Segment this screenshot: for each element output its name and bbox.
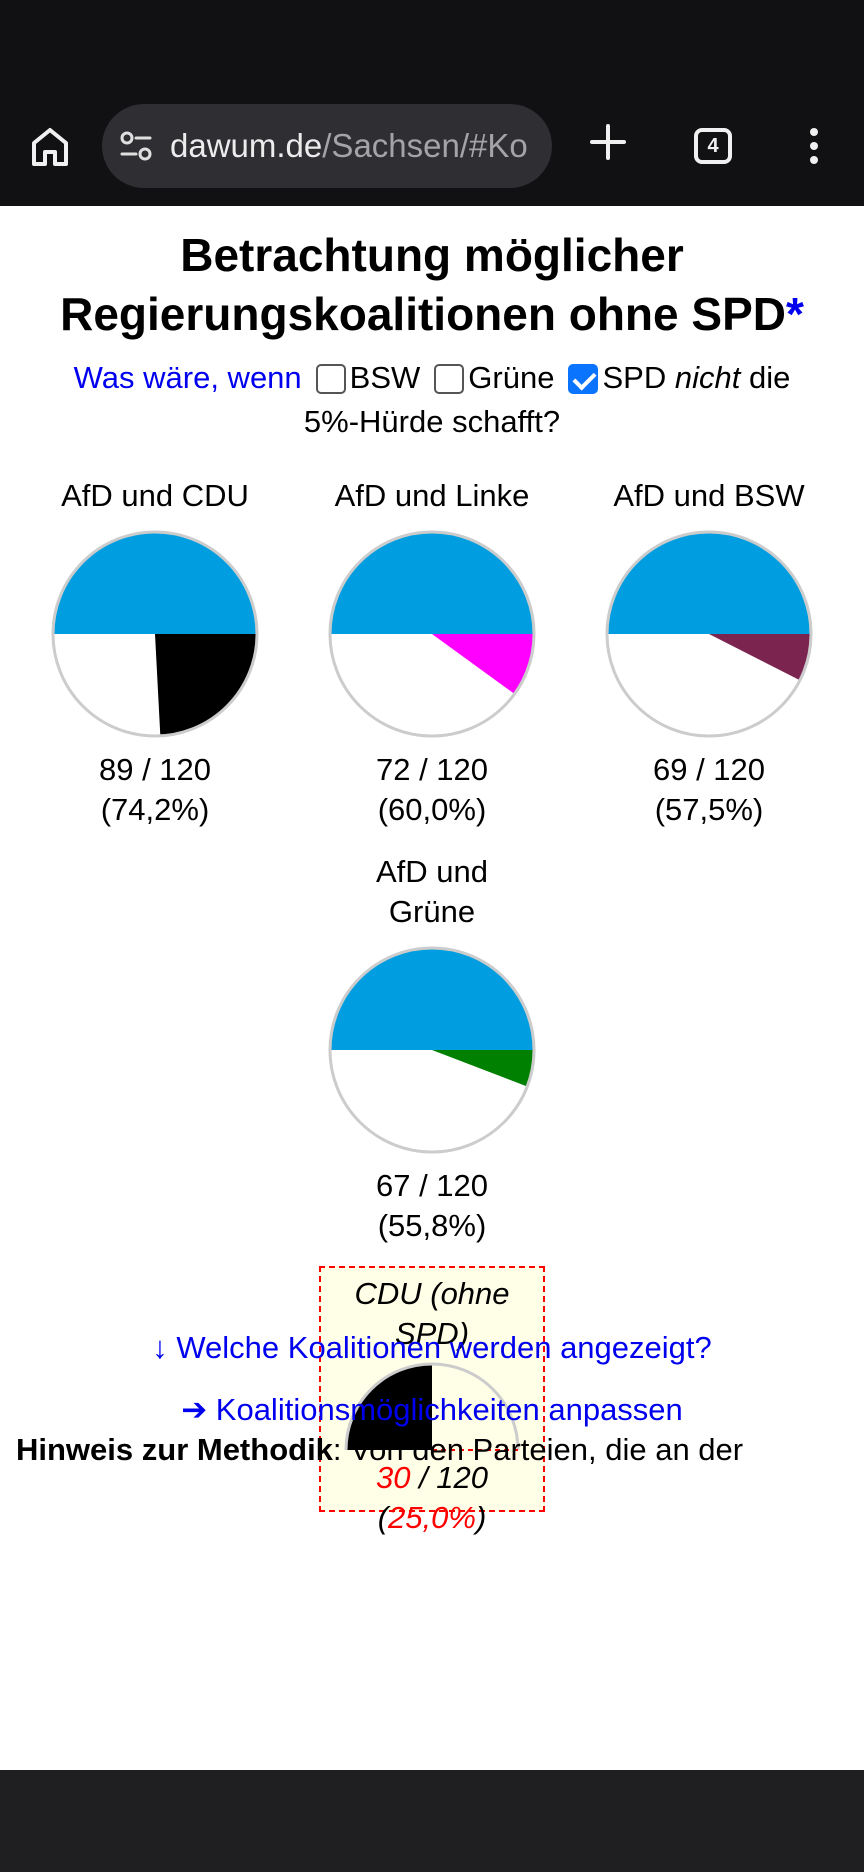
system-navigation-bar <box>0 1770 864 1872</box>
which-coalitions-link[interactable]: ↓ Welche Koalitionen werden angezeigt? <box>152 1330 712 1365</box>
checkbox-bsw-label[interactable]: BSW <box>349 360 421 395</box>
url-path: /Sachsen/#Ko <box>322 127 528 164</box>
adjust-coalitions-link[interactable]: ➔ Koalitionsmöglichkeiten anpassen <box>181 1392 683 1427</box>
pie-outline <box>328 530 536 738</box>
url-host: dawum.de <box>170 127 323 164</box>
coalition-seats: 69 / 120 <box>652 752 766 787</box>
coalition-title-line-1: AfD und <box>375 854 488 889</box>
coalition-title: AfD und BSW <box>613 478 805 513</box>
page-title: Betrachtung möglicher Regierungskoalitio… <box>0 226 864 344</box>
coalition-pie-chart <box>328 946 536 1154</box>
coalition-title-line-2: Grüne <box>388 894 476 929</box>
half-pie-outline <box>344 1362 520 1451</box>
title-line-1: Betrachtung möglicher <box>180 229 684 281</box>
url-text[interactable]: dawum.de/Sachsen/#Ko <box>170 124 542 168</box>
address-bar[interactable]: dawum.de/Sachsen/#Ko <box>102 104 552 188</box>
coalition-percent: (55,8%) <box>377 1208 487 1243</box>
minority-title: CDU (ohne SPD) <box>321 1274 543 1354</box>
pie-slice-cdu <box>155 634 257 736</box>
coalition-percent: (57,5%) <box>654 792 764 827</box>
coalition-afd-linke: AfD und Linke 72 / 120 (60,0%) <box>312 476 552 830</box>
coalition-title: AfD und Grüne <box>312 852 552 932</box>
pie-slice-afd <box>330 948 534 1050</box>
minority-percent: 25,0% <box>388 1500 476 1535</box>
coalition-seat-count: 67 / 120 (55,8%) <box>312 1166 552 1246</box>
coalition-pie-chart <box>328 530 536 738</box>
minority-title-line-1: CDU (ohne <box>354 1276 510 1311</box>
coalition-seats: 89 / 120 <box>98 752 212 787</box>
pie-slice-linke <box>432 634 534 694</box>
emphasis-nicht: nicht <box>674 360 741 395</box>
minority-half-pie-chart <box>344 1362 520 1451</box>
half-pie-slice-cdu <box>346 1364 432 1450</box>
pie-slice-bsw <box>709 634 811 681</box>
pie-slice-afd <box>607 532 811 634</box>
minority-seats: 30 <box>375 1460 411 1495</box>
coalition-seat-count: 69 / 120 (57,5%) <box>589 750 829 830</box>
checkbox-spd[interactable] <box>568 364 599 394</box>
footnote-link[interactable]: * <box>785 288 804 340</box>
pie-outline <box>328 946 536 1154</box>
coalition-seat-count: 72 / 120 (60,0%) <box>312 750 552 830</box>
pie-outline <box>605 530 813 738</box>
coalition-title: AfD und CDU <box>61 478 249 513</box>
coalition-afd-gruene: AfD und Grüne 67 / 120 (55,8%) <box>312 852 552 1246</box>
minority-seat-count: 30 / 120 (25,0%) <box>321 1458 543 1538</box>
checkbox-gruene[interactable] <box>434 364 465 394</box>
home-icon[interactable] <box>26 122 74 170</box>
minority-percent-open: ( <box>377 1500 389 1535</box>
checkbox-bsw[interactable] <box>315 364 346 394</box>
methodology-note: Hinweis zur Methodik: Von den Parteien, … <box>16 1430 848 1470</box>
pie-slice-afd <box>53 532 257 634</box>
coalition-percent: (60,0%) <box>377 792 487 827</box>
minority-total: / 120 <box>410 1460 489 1495</box>
site-settings-icon[interactable] <box>118 128 154 164</box>
coalition-afd-bsw: AfD und BSW 69 / 120 (57,5%) <box>589 476 829 830</box>
title-line-2: Regierungskoalitionen ohne SPD <box>60 288 786 340</box>
coalition-pie-chart <box>51 530 259 738</box>
what-if-selector: Was wäre, wenn BSW Grüne SPD nicht die 5%-H… <box>20 356 844 444</box>
question-line-2: 5%-Hürde schafft? <box>303 404 561 439</box>
tab-switcher-button[interactable]: 4 <box>694 128 732 164</box>
coalition-afd-cdu: AfD und CDU 89 / 120 (74,2%) <box>35 476 275 830</box>
minority-government-cdu: CDU (ohne SPD) 30 / 120 (25,0%) <box>319 1266 545 1535</box>
new-tab-icon[interactable] <box>588 122 628 162</box>
coalition-pie-chart <box>605 530 813 738</box>
checkbox-gruene-label[interactable]: Grüne <box>468 360 555 395</box>
minority-percent-close: ) <box>475 1500 487 1535</box>
what-if-link[interactable]: Was wäre, wenn <box>73 360 302 395</box>
more-options-icon[interactable] <box>804 126 824 166</box>
minority-title-line-2: SPD) <box>394 1316 470 1351</box>
checkbox-spd-label[interactable]: SPD <box>602 360 667 395</box>
methodology-note-text: : Von den Parteien, die an der <box>332 1432 744 1467</box>
web-page: Betrachtung möglicher Regierungskoalitio… <box>0 206 864 1770</box>
pie-slice-afd <box>330 532 534 634</box>
browser-toolbar: dawum.de/Sachsen/#Ko 4 <box>0 0 864 206</box>
coalition-seat-count: 89 / 120 (74,2%) <box>35 750 275 830</box>
coalition-title: AfD und Linke <box>334 478 530 513</box>
question-die: die <box>748 360 791 395</box>
pie-slice-gruene <box>432 1050 534 1087</box>
methodology-note-heading: Hinweis zur Methodik <box>16 1432 333 1467</box>
coalition-seats: 72 / 120 <box>375 752 489 787</box>
pie-outline <box>51 530 259 738</box>
coalition-percent: (74,2%) <box>100 792 210 827</box>
coalition-seats: 67 / 120 <box>375 1168 489 1203</box>
